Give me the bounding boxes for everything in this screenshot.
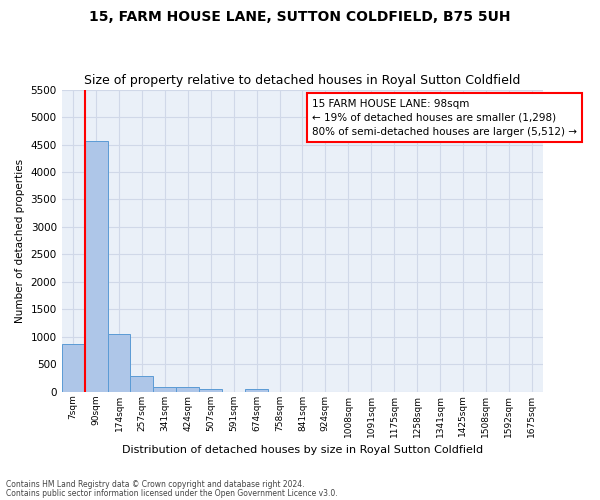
Y-axis label: Number of detached properties: Number of detached properties	[15, 158, 25, 322]
Text: Contains public sector information licensed under the Open Government Licence v3: Contains public sector information licen…	[6, 488, 338, 498]
Text: 15 FARM HOUSE LANE: 98sqm
← 19% of detached houses are smaller (1,298)
80% of se: 15 FARM HOUSE LANE: 98sqm ← 19% of detac…	[312, 98, 577, 136]
Bar	[85, 141, 107, 392]
X-axis label: Distribution of detached houses by size in Royal Sutton Coldfield: Distribution of detached houses by size …	[122, 445, 483, 455]
Bar	[62, 344, 85, 392]
Bar	[199, 388, 222, 392]
Text: Contains HM Land Registry data © Crown copyright and database right 2024.: Contains HM Land Registry data © Crown c…	[6, 480, 305, 489]
Bar	[176, 387, 199, 392]
Bar	[130, 376, 154, 392]
Title: Size of property relative to detached houses in Royal Sutton Coldfield: Size of property relative to detached ho…	[84, 74, 521, 87]
Bar	[245, 388, 268, 392]
Text: 15, FARM HOUSE LANE, SUTTON COLDFIELD, B75 5UH: 15, FARM HOUSE LANE, SUTTON COLDFIELD, B…	[89, 10, 511, 24]
Bar	[154, 387, 176, 392]
Bar	[107, 334, 130, 392]
